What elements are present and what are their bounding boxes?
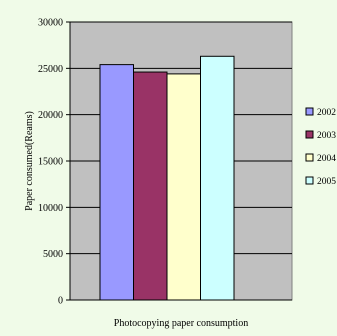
- bars: [99, 55, 235, 301]
- y-tick-label: 5000: [43, 249, 63, 260]
- legend-label-2005: 2005: [317, 177, 336, 187]
- bar-2005: [200, 55, 235, 301]
- bar-2002: [99, 64, 134, 301]
- y-tick-label: 15000: [38, 157, 63, 168]
- y-tick-label: 25000: [38, 64, 63, 75]
- y-tick-label: 10000: [38, 203, 63, 214]
- axes: [66, 21, 292, 301]
- y-tick-label: 0: [58, 296, 63, 307]
- y-tick-label: 20000: [38, 110, 63, 121]
- legend-swatch-2002: [305, 107, 314, 116]
- y-axis-label: Paper consumed(Reams): [24, 111, 35, 211]
- y-tick-labels: 0 5000 10000 15000 20000 25000 30000: [38, 18, 63, 307]
- bar-2004: [166, 73, 201, 301]
- legend-label-2003: 2003: [317, 131, 336, 141]
- y-tick-label: 30000: [38, 18, 63, 29]
- bar-2003: [133, 71, 168, 301]
- legend-label-2004: 2004: [317, 154, 336, 164]
- legend-label-2002: 2002: [317, 108, 336, 118]
- x-axis-label: Photocopying paper consumption: [114, 318, 248, 329]
- legend: 2002 2003 2004 2005: [305, 107, 336, 187]
- legend-swatch-2003: [305, 130, 314, 139]
- legend-swatch-2005: [305, 176, 314, 185]
- legend-swatch-2004: [305, 153, 314, 162]
